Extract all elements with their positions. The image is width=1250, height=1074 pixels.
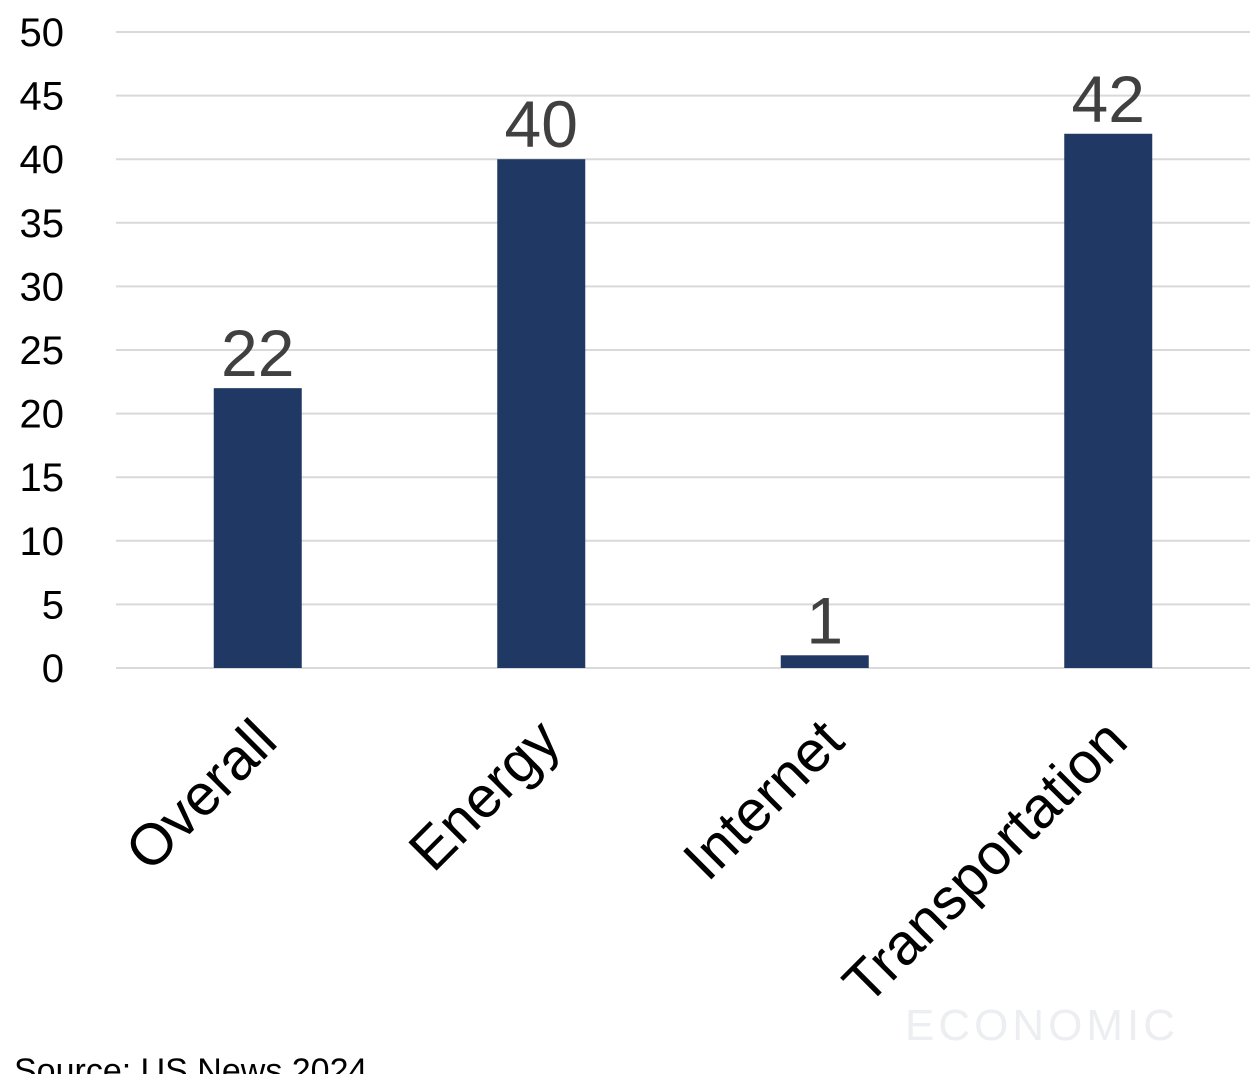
y-tick-label: 15 [20, 456, 65, 500]
data-label-overall: 22 [221, 316, 294, 390]
y-tick-label: 50 [20, 11, 65, 55]
y-tick-label: 20 [20, 393, 65, 437]
bar-overall [213, 388, 302, 668]
data-label-internet: 1 [806, 583, 843, 657]
bar-transportation [1064, 133, 1153, 668]
y-tick-label: 35 [20, 202, 65, 246]
bar-internet [780, 655, 869, 668]
data-label-energy: 40 [505, 87, 578, 161]
y-tick-label: 25 [20, 329, 65, 373]
y-tick-label: 0 [42, 647, 64, 691]
y-tick-label: 40 [20, 138, 65, 182]
y-tick-label: 10 [20, 520, 65, 564]
x-category-label: Transportation [831, 707, 1140, 1016]
y-tick-label: 5 [42, 583, 64, 627]
bars [213, 133, 1153, 668]
data-labels: 22 40 1 42 [221, 62, 1145, 658]
y-tick-label: 45 [20, 75, 65, 119]
gridlines [116, 31, 1250, 669]
watermark-logo: ECONOMIC [905, 1001, 1179, 1050]
source-note: Source: US News 2024 [14, 1052, 367, 1074]
x-category-label: Energy [397, 707, 573, 883]
bar-energy [497, 159, 586, 668]
x-category-label: Internet [671, 707, 856, 892]
data-label-transportation: 42 [1072, 62, 1145, 136]
y-axis-ticks: 0 5 10 15 20 25 30 35 40 45 50 [20, 11, 65, 691]
y-tick-label: 30 [20, 265, 65, 309]
x-category-label: Overall [113, 707, 289, 883]
